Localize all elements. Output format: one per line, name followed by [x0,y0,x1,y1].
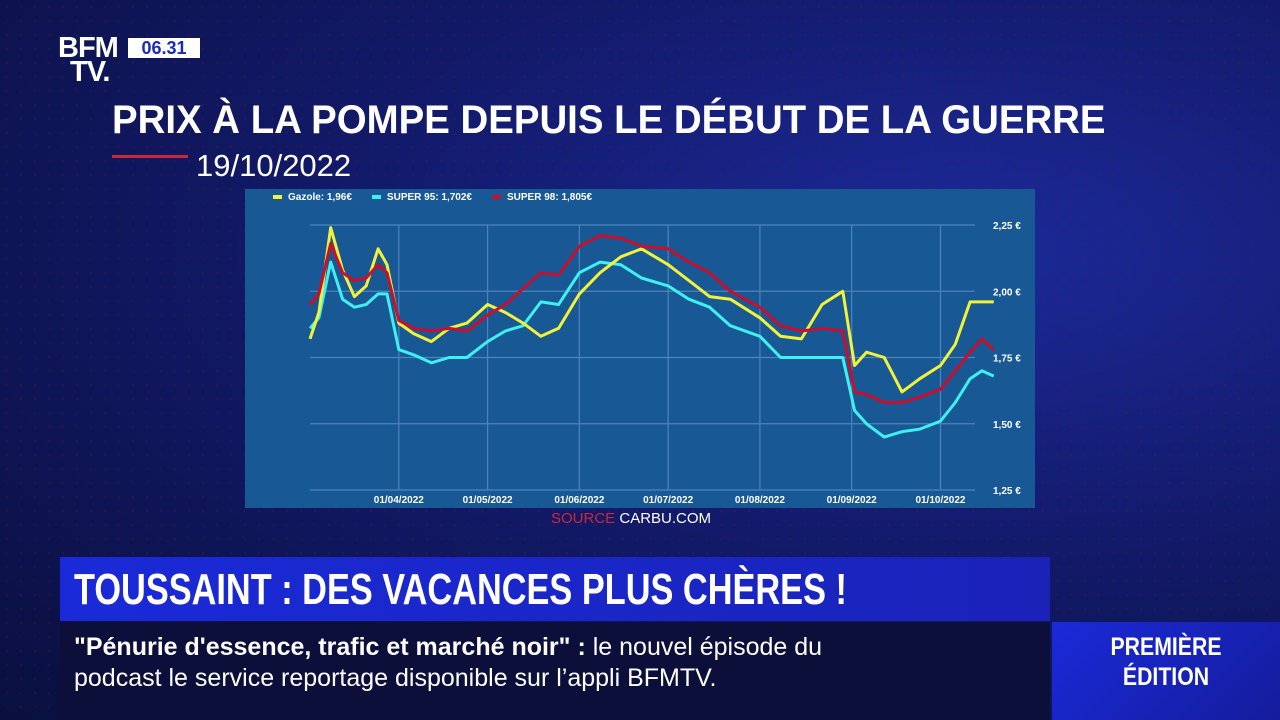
logo-line1: BFM [58,32,119,64]
headline-banner: TOUSSAINT : DES VACANCES PLUS CHÈRES ! [60,557,1050,621]
ticker-line1: le nouvel épisode du [585,633,823,661]
ticker-band: "Pénurie d'essence, trafic et marché noi… [60,622,1050,720]
legend-label: SUPER 95: 1,702€ [386,192,472,203]
title-underline [112,155,188,158]
y-tick-label: 1,75 € [993,354,1021,365]
x-tick-label: 01/04/2022 [374,495,424,506]
legend-label: Gazole: 1,96€ [288,192,352,203]
legend-label: SUPER 98: 1,805€ [506,192,593,203]
y-tick-label: 1,25 € [993,486,1021,497]
source-name: CARBU.COM [619,510,712,527]
logo-line2: TV. [70,56,110,88]
clock: 06.31 [128,38,200,58]
x-tick-label: 01/10/2022 [915,495,965,506]
y-tick-label: 1,50 € [993,420,1021,431]
ticker-bold: "Pénurie d'essence, trafic et marché noi… [74,633,586,661]
chart-date: 19/10/2022 [196,148,352,183]
source-prefix: SOURCE [551,510,616,527]
y-tick-label: 2,00 € [993,287,1021,298]
bfmtv-logo: BFM TV. [58,32,119,88]
legend-swatch [491,195,501,200]
x-tick-label: 01/09/2022 [827,495,877,506]
legend-swatch [371,195,381,200]
ticker-line2: podcast le service reportage disponible … [74,664,717,692]
legend-item-super95: SUPER 95: 1,702€ [371,192,472,203]
price-chart: 2,25 € 2,00 € 1,75 € 1,50 € 1,25 € 01/04/2022… [245,189,1035,508]
headline-text: TOUSSAINT : DES VACANCES PLUS CHÈRES ! [74,565,847,614]
series-line-super95 [308,260,995,439]
x-tick-label: 01/06/2022 [554,495,604,506]
legend-item-super98: SUPER 98: 1,805€ [491,192,593,203]
chart-source: SOURCE CARBU.COM [551,510,711,527]
x-tick-label: 01/05/2022 [463,495,513,506]
y-tick-label: 2,25 € [993,221,1021,232]
x-tick-label: 01/08/2022 [735,495,785,506]
series-line-gazole [308,226,994,394]
legend-item-gazole: Gazole: 1,96€ [273,192,352,203]
program-badge: PREMIÈRE ÉDITION [1052,622,1280,720]
edition-line1: PREMIÈRE [1110,633,1222,661]
x-tick-label: 01/07/2022 [643,495,693,506]
chart-svg: 2,25 € 2,00 € 1,75 € 1,50 € 1,25 € 01/04/2022… [308,221,1021,506]
page-title: PRIX À LA POMPE DEPUIS LE DÉBUT DE LA GU… [112,98,1106,142]
edition-line2: ÉDITION [1122,663,1210,691]
chart-legend: Gazole: 1,96€ SUPER 95: 1,702€ SUPER 98:… [273,192,592,203]
legend-swatch [273,195,282,200]
series-line-super98 [308,234,995,404]
